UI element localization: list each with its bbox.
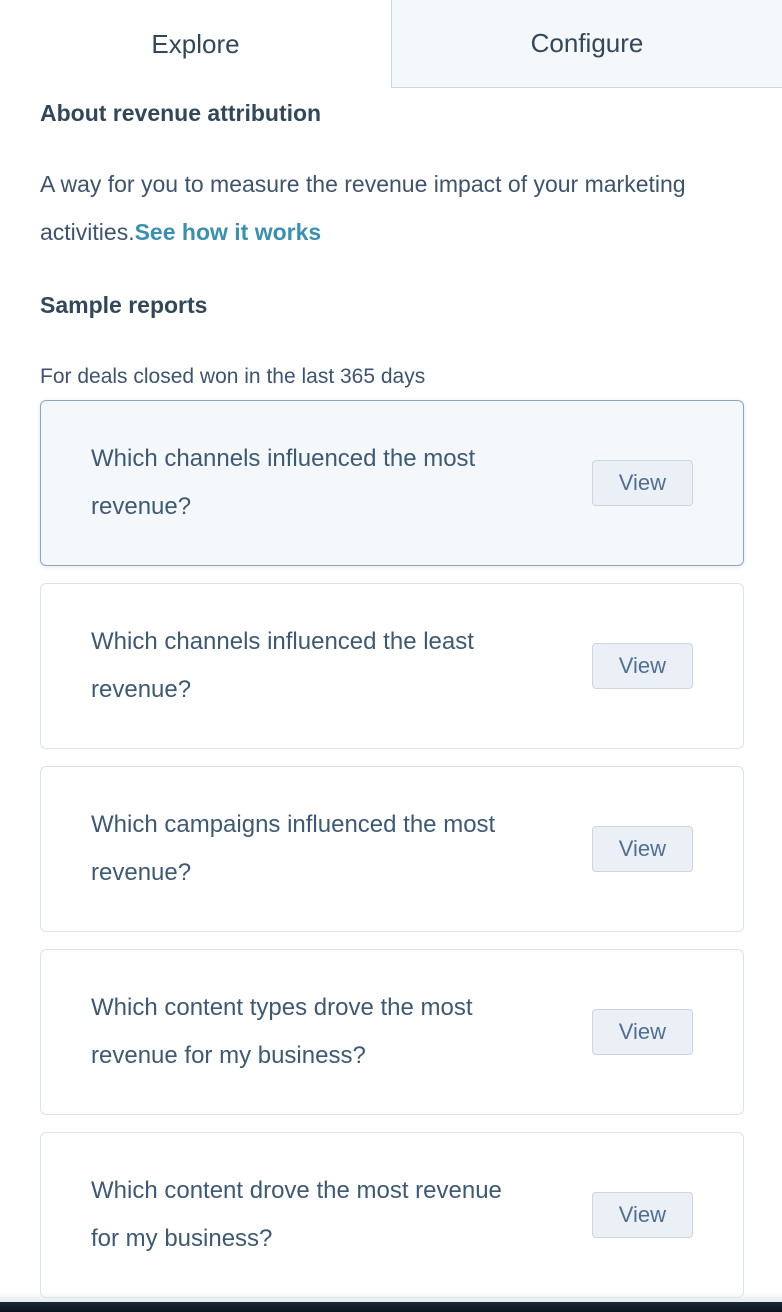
sample-report-list: Which channels influenced the most reven… <box>40 400 744 1298</box>
view-button[interactable]: View <box>591 460 693 506</box>
view-button[interactable]: View <box>591 826 693 872</box>
sample-report-card[interactable]: Which channels influenced the least reve… <box>40 583 744 749</box>
tab-bar: Explore Configure <box>0 0 782 88</box>
about-description: A way for you to measure the revenue imp… <box>40 160 740 256</box>
about-heading: About revenue attribution <box>40 100 322 126</box>
sample-report-card[interactable]: Which channels influenced the most reven… <box>40 400 744 566</box>
view-button[interactable]: View <box>591 1192 693 1238</box>
report-question: Which content types drove the most reven… <box>91 994 473 1069</box>
sample-report-card[interactable]: Which campaigns influenced the most reve… <box>40 766 744 932</box>
view-button[interactable]: View <box>591 643 693 689</box>
sample-reports-subtitle: For deals closed won in the last 365 day… <box>40 365 426 388</box>
about-description-text: A way for you to measure the revenue imp… <box>40 171 686 245</box>
sample-report-card[interactable]: Which content drove the most revenue for… <box>40 1132 744 1298</box>
bottom-bar <box>0 1302 782 1312</box>
view-button[interactable]: View <box>591 1009 693 1055</box>
report-question: Which channels influenced the most reven… <box>91 445 476 520</box>
report-question: Which campaigns influenced the most reve… <box>91 811 496 886</box>
tab-explore[interactable]: Explore <box>0 0 391 88</box>
see-how-it-works-link[interactable]: See how it works <box>134 219 322 245</box>
tab-configure[interactable]: Configure <box>391 0 782 88</box>
report-question: Which channels influenced the least reve… <box>91 628 474 703</box>
sample-report-card[interactable]: Which content types drove the most reven… <box>40 949 744 1115</box>
report-question: Which content drove the most revenue for… <box>91 1177 502 1252</box>
sample-reports-heading: Sample reports <box>40 292 208 318</box>
panel-content: About revenue attribution A way for you … <box>0 96 782 1298</box>
